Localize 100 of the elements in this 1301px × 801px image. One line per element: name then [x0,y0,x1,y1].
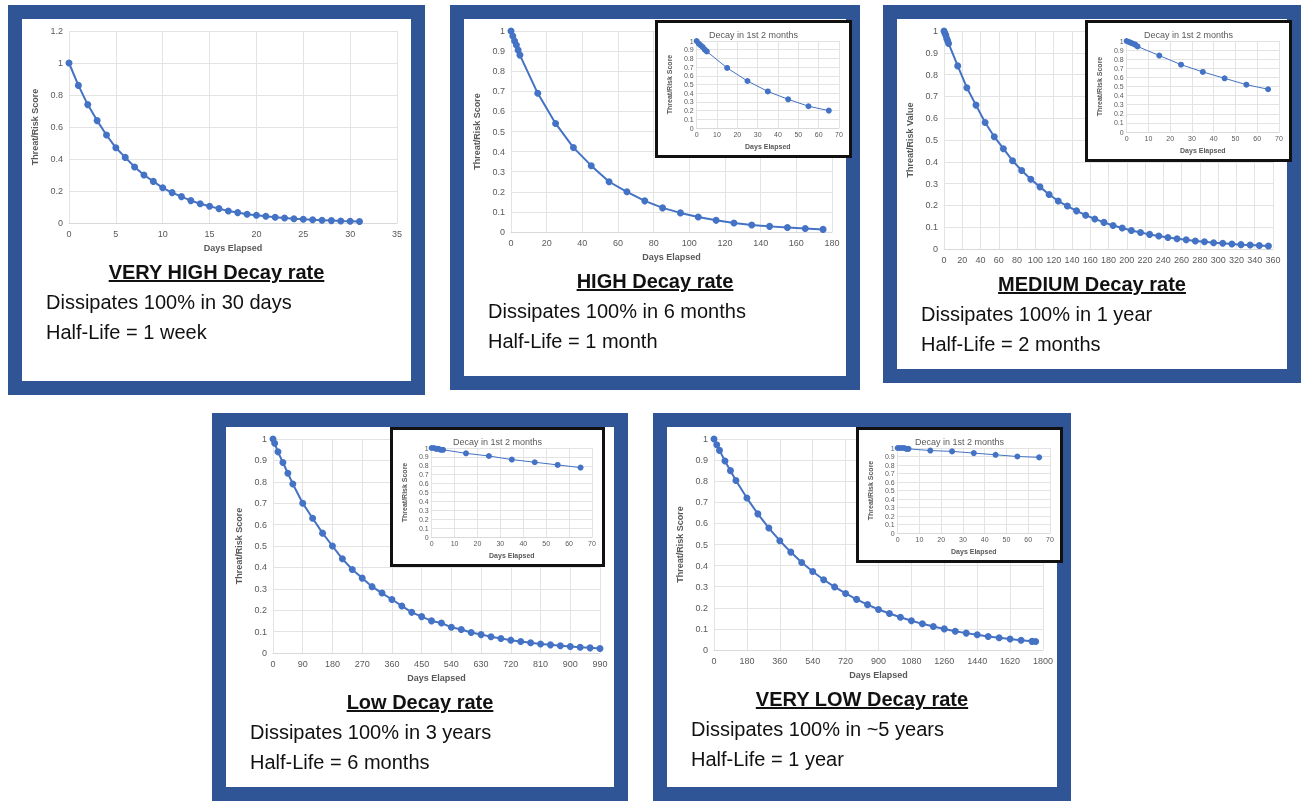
x-tick-label: 20 [541,237,552,248]
x-tick-label: 40 [577,237,588,248]
x-tick-label: 1620 [1000,655,1021,666]
y-tick-label: 0.7 [925,91,938,102]
y-tick-label: 0.4 [254,562,267,573]
text: Half-Life = 1 week [45,320,208,345]
x-tick-label: 100 [681,237,697,248]
y-tick-label: 0.7 [695,497,708,508]
y-tick-label: 0 [261,648,267,658]
x-tick-label: 630 [473,658,489,669]
y-axis-title: Threat/Risk Score [674,506,685,583]
x-tick-label: 5 [113,228,119,239]
y-tick-label: 0 [702,645,708,655]
y-tick-label: 1.2 [50,26,63,36]
text: Dissipates 100% in 6 months [487,299,747,324]
y-tick-label: 1 [702,434,708,444]
x-tick-label: 220 [1137,254,1153,265]
y-tick-label: 0.3 [254,583,267,594]
y-tick-label: 1 [261,434,267,444]
text: Half-Life = 2 months [920,332,1102,357]
y-tick-label: 0.7 [254,498,267,509]
text: MEDIUM Decay rate [997,272,1187,297]
x-tick-label: 180 [324,658,340,669]
x-axis-title: Days Elapsed [642,251,701,262]
y-tick-label: 0.3 [492,166,505,177]
y-tick-label: 0.4 [695,560,708,571]
y-tick-label: 0.5 [695,539,708,550]
x-tick-label: 180 [739,655,755,666]
x-axis-title: Days Elapsed [203,242,263,253]
x-tick-label: 15 [204,228,215,239]
x-tick-label: 20 [251,228,262,239]
y-tick-label: 0.3 [925,178,938,189]
x-tick-label: 25 [298,228,309,239]
x-tick-label: 0 [941,254,947,265]
x-tick-label: 810 [533,658,549,669]
text: Half-Life = 1 year [690,747,845,772]
x-tick-label: 540 [443,658,459,669]
y-tick-label: 0.9 [492,46,505,57]
y-tick-label: 0.8 [925,69,938,80]
x-tick-label: 30 [345,228,356,239]
x-tick-label: 540 [805,655,821,666]
x-tick-label: 340 [1247,254,1263,265]
chart-title: Decay in 1st 2 months [914,436,1005,447]
text: Dissipates 100% in ~5 years [690,717,945,742]
text: VERY LOW Decay rate [754,687,970,712]
x-tick-label: 100 [1027,254,1043,265]
y-tick-label: 0.4 [492,146,505,157]
x-tick-label: 180 [824,237,840,248]
chart-title: Decay in 1st 2 months [708,29,799,40]
y-tick-label: 1 [499,26,505,36]
y-tick-label: 0.5 [492,126,505,137]
x-tick-label: 60 [612,237,624,248]
x-tick-label: 990 [592,658,608,669]
y-tick-label: 1 [932,26,938,36]
y-tick-label: 0.2 [50,186,63,196]
y-tick-label: 0.6 [254,519,267,530]
y-tick-label: 0.8 [492,66,505,77]
x-tick-label: 1440 [967,655,988,666]
x-tick-label: 720 [838,655,854,666]
x-tick-label: 35 [391,228,403,239]
y-axis-title: Threat/Risk Score [29,88,40,166]
y-tick-label: 0.8 [695,476,708,487]
y-axis-title: Threat/Risk Score [471,93,482,170]
x-tick-label: 0 [711,655,717,666]
y-tick-label: 0.5 [254,541,267,551]
x-tick-label: 10 [157,228,168,239]
x-tick-label: 200 [1119,254,1135,265]
y-tick-label: 0.1 [695,623,708,634]
x-tick-label: 720 [503,658,519,669]
text: Low Decay rate [345,690,495,715]
y-tick-label: 0.4 [925,156,938,167]
text: Dissipates 100% in 30 days [45,290,293,315]
y-tick-label: 0.6 [50,122,63,132]
x-tick-label: 360 [772,655,788,666]
y-tick-label: 0.9 [254,455,267,466]
x-tick-label: 140 [1064,254,1080,265]
y-axis-title: Threat/Risk Score [233,507,244,585]
y-tick-label: 0.2 [925,200,938,211]
x-tick-label: 1260 [934,655,955,666]
x-tick-label: 0 [508,237,514,248]
x-tick-label: 270 [354,658,370,669]
x-tick-label: 120 [717,237,733,248]
x-tick-label: 80 [648,237,659,248]
y-tick-label: 0.1 [254,626,267,637]
text: Dissipates 100% in 3 years [249,720,493,745]
y-axis-title: Threat/Risk Value [904,102,915,178]
x-axis-title: Days Elapsed [849,669,908,680]
x-tick-label: 60 [993,254,1004,265]
y-tick-label: 0.7 [492,86,505,97]
y-tick-label: 0.6 [695,518,708,529]
x-tick-label: 90 [297,658,308,669]
y-tick-label: 0.4 [50,154,63,164]
y-tick-label: 0.9 [695,455,708,466]
y-tick-label: 0.2 [695,602,708,613]
x-tick-label: 300 [1210,254,1226,265]
y-tick-label: 0.8 [50,90,63,100]
x-tick-label: 40 [975,254,986,265]
x-tick-label: 360 [384,658,400,669]
chart-title: Decay in 1st 2 months [452,436,543,447]
x-tick-label: 140 [753,237,769,248]
